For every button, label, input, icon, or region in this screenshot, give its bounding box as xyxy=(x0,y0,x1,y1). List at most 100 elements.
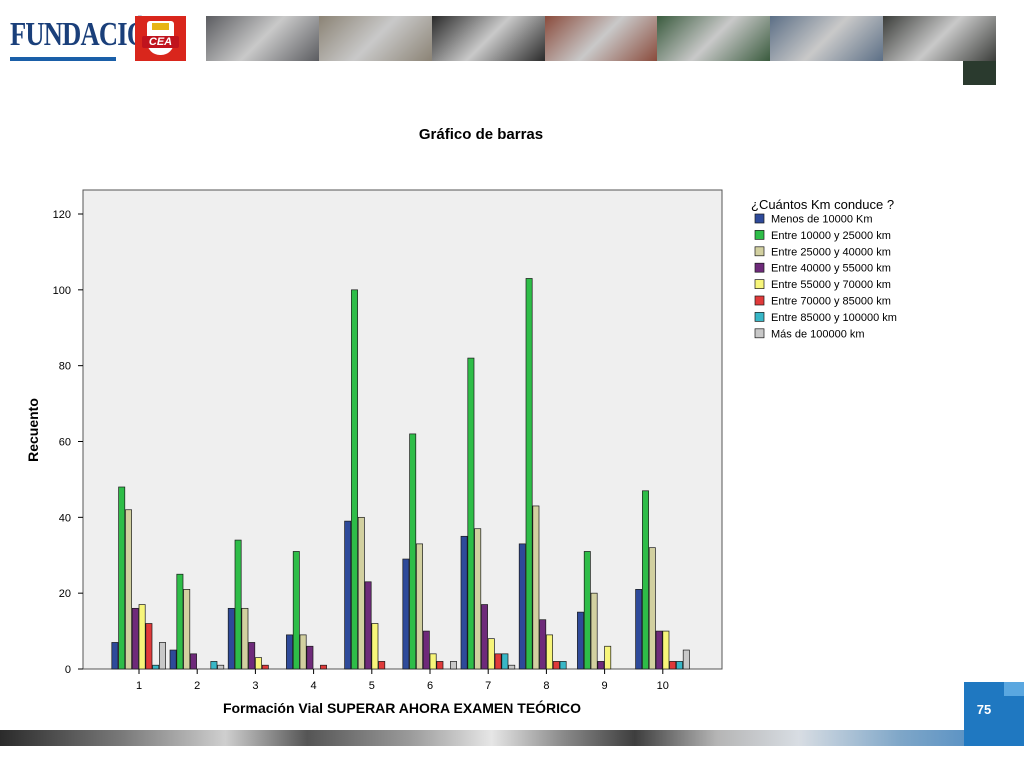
bar xyxy=(559,661,567,670)
bar xyxy=(111,642,119,670)
x-tick-label: 3 xyxy=(252,680,258,692)
bar xyxy=(371,623,379,670)
bar xyxy=(583,551,591,670)
bar xyxy=(248,642,256,670)
bar xyxy=(176,573,184,670)
legend-swatch xyxy=(754,213,765,224)
bar xyxy=(474,528,482,670)
bar xyxy=(597,661,605,670)
bar xyxy=(669,661,677,670)
bar xyxy=(125,509,132,670)
photo-strip-tail xyxy=(963,61,996,85)
footer-photo-strip xyxy=(0,730,1024,746)
cea-logo: CEA xyxy=(135,16,186,61)
legend-swatch xyxy=(754,230,765,240)
bar xyxy=(676,661,683,670)
bar xyxy=(364,581,372,670)
bar xyxy=(351,289,358,670)
bar xyxy=(525,278,533,670)
y-tick-label: 120 xyxy=(53,209,71,221)
bar xyxy=(159,642,166,670)
bar-chart: Gráfico de barras 0 20 40 60 80 100 120 Recuento… xyxy=(25,126,897,716)
bar xyxy=(682,649,690,670)
bar xyxy=(344,520,352,670)
cea-logo-text: CEA xyxy=(142,36,179,48)
legend-entry: Entre 70000 y 85000 km xyxy=(771,296,891,308)
bar xyxy=(655,630,663,670)
fundacion-logo-underline xyxy=(10,57,116,61)
bar xyxy=(422,630,430,670)
bar xyxy=(552,661,560,670)
header-photo xyxy=(883,16,996,61)
x-tick-label: 6 xyxy=(427,680,433,692)
bar xyxy=(190,653,197,670)
bar xyxy=(402,558,410,670)
bar xyxy=(217,664,225,670)
bar xyxy=(501,653,509,670)
x-tick-label: 8 xyxy=(543,680,549,692)
bar xyxy=(508,664,516,670)
bar xyxy=(467,357,475,670)
bar xyxy=(255,657,262,670)
photo-strip xyxy=(206,16,996,61)
bar xyxy=(152,664,160,670)
bar xyxy=(494,653,502,670)
y-axis-label: Recuento xyxy=(25,398,41,462)
bar xyxy=(590,592,598,670)
x-tick-label: 5 xyxy=(369,680,375,692)
legend-entry: Entre 10000 y 25000 km xyxy=(771,230,891,242)
bar xyxy=(138,604,146,670)
legend-swatch xyxy=(754,295,765,306)
legend-entry: Entre 40000 y 55000 km xyxy=(771,263,891,275)
bar xyxy=(577,611,584,670)
legend-entry: Entre 85000 y 100000 km xyxy=(771,312,897,324)
legend-title: ¿Cuántos Km conduce ? xyxy=(751,197,894,212)
bar xyxy=(539,619,547,670)
header-photo xyxy=(770,16,884,61)
y-tick-label: 20 xyxy=(59,588,71,600)
bar xyxy=(429,653,437,670)
y-tick-label: 100 xyxy=(53,285,71,297)
x-tick-label: 4 xyxy=(311,680,317,692)
bar xyxy=(241,607,249,670)
header-photo xyxy=(318,16,432,61)
header-photo xyxy=(657,16,771,61)
slide-header: FUNDACIÓN CEA xyxy=(0,0,1024,90)
chart-title: Gráfico de barras xyxy=(419,126,543,143)
bar xyxy=(169,649,177,670)
legend-swatch xyxy=(754,312,765,322)
bar xyxy=(292,551,300,670)
page-box-corner xyxy=(1004,682,1024,696)
x-tick-label: 2 xyxy=(194,680,200,692)
bar xyxy=(210,661,218,670)
legend-swatch xyxy=(754,279,765,289)
bar xyxy=(320,664,327,670)
x-tick-label: 9 xyxy=(602,680,608,692)
bar xyxy=(604,645,612,670)
bar xyxy=(299,634,307,670)
legend-swatch xyxy=(754,328,765,339)
bar xyxy=(532,505,540,670)
bar xyxy=(648,547,656,670)
bar xyxy=(450,661,457,670)
x-tick-label: 1 xyxy=(136,680,142,692)
bar xyxy=(261,664,269,670)
y-tick-label: 0 xyxy=(65,664,71,676)
bar xyxy=(662,630,670,670)
bar xyxy=(183,589,191,670)
bar xyxy=(131,607,139,670)
bar xyxy=(546,634,553,670)
legend-swatch xyxy=(754,246,765,257)
legend-entry: Menos de 10000 Km xyxy=(771,214,873,226)
y-tick-label: 60 xyxy=(59,437,71,449)
x-tick-label: 7 xyxy=(485,680,491,692)
bar xyxy=(436,661,444,670)
bar xyxy=(635,589,643,670)
bar xyxy=(306,645,314,670)
page-number: 75 xyxy=(976,702,992,717)
legend-entry: Entre 25000 y 40000 km xyxy=(771,246,891,258)
header-photo xyxy=(544,16,658,61)
bar xyxy=(118,486,126,670)
bar xyxy=(642,490,649,670)
cea-crown-icon xyxy=(152,23,169,30)
